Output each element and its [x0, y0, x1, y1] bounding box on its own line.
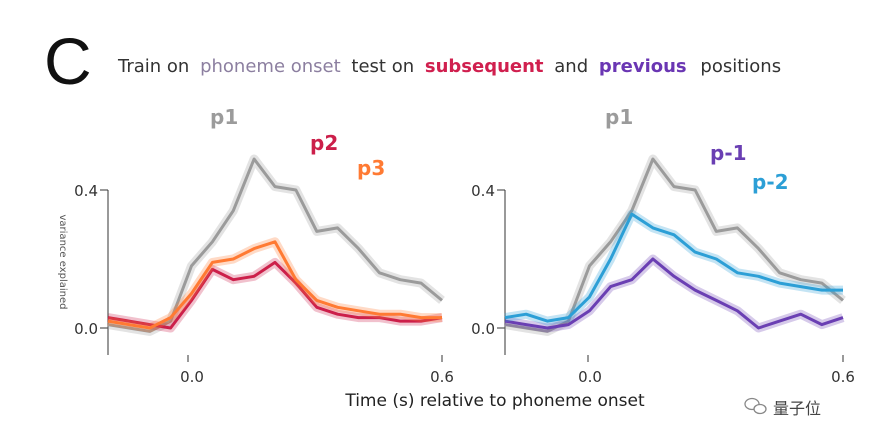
- title-subsequent: subsequent: [425, 56, 544, 77]
- right-label-p-minus-1: p-1: [710, 141, 747, 165]
- right-label-p-minus-2: p-2: [752, 170, 789, 194]
- left-series-line-p2: [107, 260, 443, 330]
- right-series-line-p-2: [504, 212, 843, 323]
- right-label-p1: p1: [605, 105, 633, 129]
- left-y-tick-label-top: 0.4: [74, 182, 98, 200]
- right-series-band-p-2: [504, 209, 843, 326]
- right-series-line-p1: [504, 157, 844, 333]
- left-x-tick-label-start: 0.0: [180, 368, 204, 386]
- y-axis-label: variance explained: [57, 215, 68, 310]
- panel-letter: C: [44, 24, 92, 98]
- left-series-line-p3: [107, 240, 442, 330]
- left-label-p2: p2: [310, 131, 338, 155]
- title-post: positions: [700, 56, 781, 77]
- left-series-group: [107, 154, 445, 336]
- left-label-p1: p1: [210, 105, 238, 129]
- right-panel: 0.4 0.0 0.0 0.6 p1 p-1 p-2: [471, 105, 855, 386]
- watermark: 量子位: [744, 397, 821, 418]
- right-series-line-p-1: [504, 257, 844, 330]
- chart-title: Train on phoneme onset test on subsequen…: [117, 56, 781, 77]
- left-y-tick-label-bottom: 0.0: [74, 320, 98, 338]
- title-phoneme-onset: phoneme onset: [200, 56, 341, 77]
- title-mid: test on: [351, 56, 414, 77]
- left-series-line-p1: [107, 157, 443, 333]
- right-series-group: [504, 154, 846, 336]
- x-axis-label: Time (s) relative to phoneme onset: [344, 391, 645, 411]
- left-x-tick-label-end: 0.6: [430, 368, 454, 386]
- wechat-icon: [744, 397, 767, 415]
- left-label-p3: p3: [357, 156, 385, 180]
- right-y-tick-label-top: 0.4: [471, 182, 495, 200]
- title-pre: Train on: [117, 56, 189, 77]
- right-x-tick-label-start: 0.0: [578, 368, 602, 386]
- left-panel: 0.4 0.0 0.0 0.6 variance explained p1 p2…: [57, 105, 454, 386]
- watermark-text: 量子位: [773, 399, 821, 418]
- right-x-tick-label-end: 0.6: [831, 368, 855, 386]
- title-previous: previous: [599, 56, 687, 77]
- title-and: and: [554, 56, 588, 77]
- right-y-tick-label-bottom: 0.0: [471, 320, 495, 338]
